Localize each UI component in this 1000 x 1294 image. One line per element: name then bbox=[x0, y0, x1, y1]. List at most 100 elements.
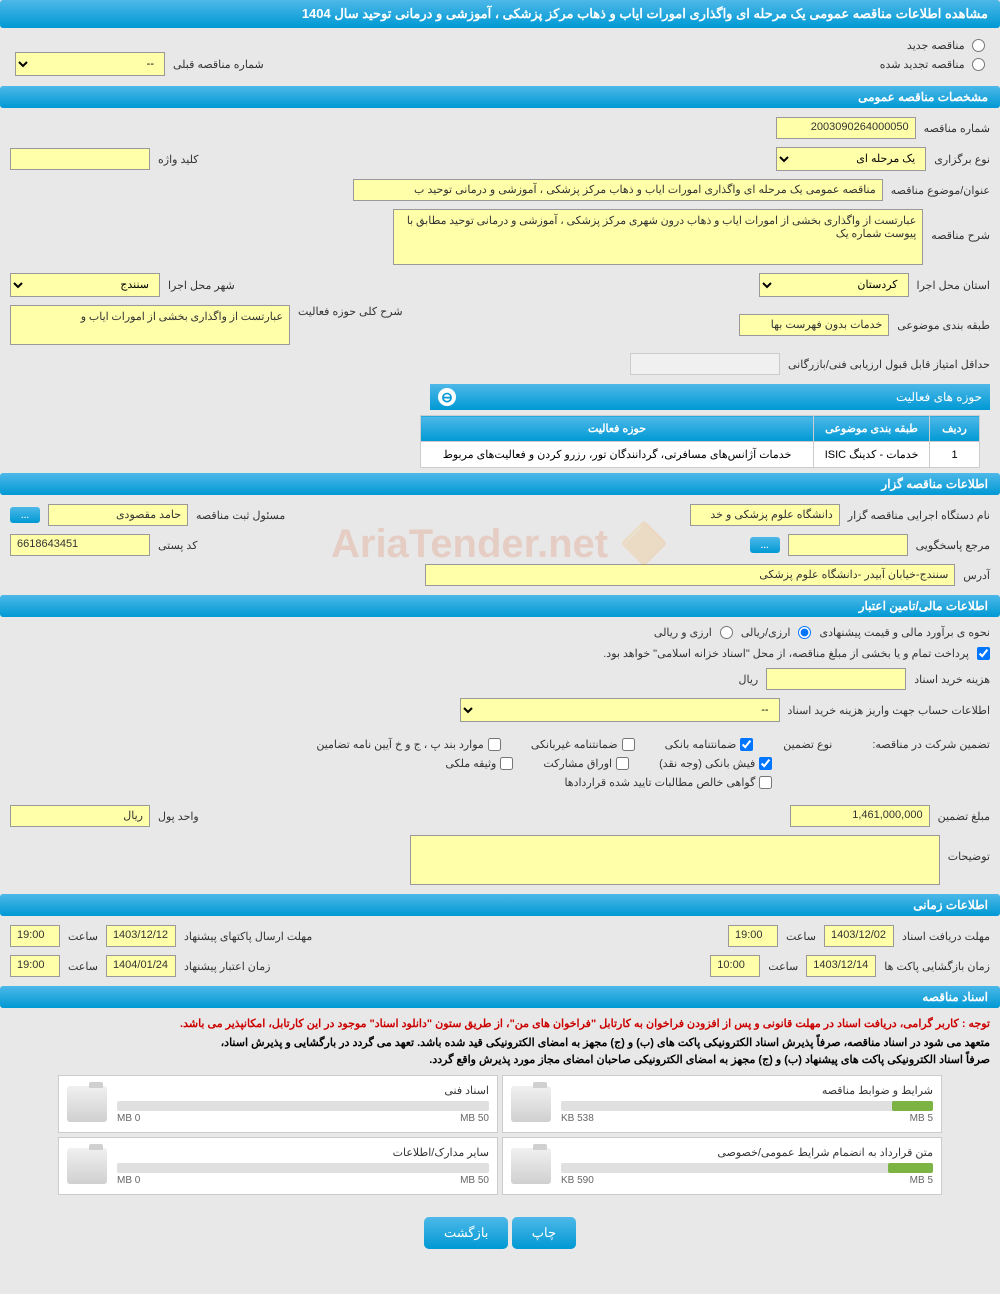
label-city: شهر محل اجرا bbox=[168, 279, 235, 292]
select-province[interactable]: کردستان bbox=[759, 273, 909, 297]
file-title: اسناد فنی bbox=[117, 1084, 489, 1097]
label-doc-receive-time: ساعت bbox=[786, 930, 816, 943]
label-min-score: حداقل امتیاز قابل قبول ارزیابی فنی/بازرگ… bbox=[788, 358, 990, 371]
cb-securities[interactable] bbox=[616, 757, 629, 770]
label-type: نوع برگزاری bbox=[934, 153, 990, 166]
activity-table: ردیف طبقه بندی موضوعی حوزه فعالیت 1 خدما… bbox=[420, 415, 980, 468]
file-title: شرایط و ضوابط مناقصه bbox=[561, 1084, 933, 1097]
section-general-specs: مشخصات مناقصه عمومی bbox=[0, 86, 1000, 108]
col-scope: حوزه فعالیت bbox=[421, 416, 814, 442]
folder-icon bbox=[67, 1086, 107, 1122]
label-doc-cost-unit: ریال bbox=[738, 673, 758, 686]
label-foreign: ارزی و ریالی bbox=[654, 626, 712, 639]
label-keyword: کلید واژه bbox=[158, 153, 198, 166]
label-guarantee-type: نوع تضمین bbox=[783, 738, 832, 751]
label-proposal-validity: زمان اعتبار پیشنهاد bbox=[184, 960, 271, 973]
notice-black1: متعهد می شود در اسناد مناقصه، صرفاً پذیر… bbox=[0, 1034, 1000, 1051]
label-proposal-send-time: ساعت bbox=[68, 930, 98, 943]
radio-rial[interactable] bbox=[798, 626, 811, 639]
label-prev-number: شماره مناقصه قبلی bbox=[173, 58, 264, 71]
label-responder: مرجع پاسخگویی bbox=[916, 539, 990, 552]
collapse-icon[interactable]: ⊖ bbox=[438, 388, 456, 406]
back-button[interactable]: بازگشت bbox=[424, 1217, 508, 1249]
activity-table-title: حوزه های فعالیت bbox=[896, 390, 982, 404]
label-estimate: نحوه ی برآورد مالی و قیمت پیشنهادی bbox=[819, 626, 990, 639]
progress-fill bbox=[892, 1101, 933, 1111]
label-envelope-open-time: ساعت bbox=[768, 960, 798, 973]
tender-type-renewed-row: مناقصه تجدید شده bbox=[880, 57, 985, 71]
cb-property[interactable] bbox=[500, 757, 513, 770]
checkbox-payment-note[interactable] bbox=[977, 647, 990, 660]
textarea-description[interactable] bbox=[393, 209, 923, 265]
file-title: متن قرارداد به انضمام شرایط عمومی/خصوصی bbox=[561, 1146, 933, 1159]
cb-cert[interactable] bbox=[759, 776, 772, 789]
label-category: طبقه بندی موضوعی bbox=[897, 319, 990, 332]
section-financial: اطلاعات مالی/تامین اعتبار bbox=[0, 595, 1000, 617]
field-envelope-open-time: 10:00 bbox=[710, 955, 760, 977]
label-payment-note: پرداخت تمام و یا بخشی از مبلغ مناقصه، از… bbox=[603, 647, 969, 660]
col-row: ردیف bbox=[930, 416, 980, 442]
label-proposal-validity-time: ساعت bbox=[68, 960, 98, 973]
label-province: استان محل اجرا bbox=[917, 279, 990, 292]
field-tender-number: 2003090264000050 bbox=[776, 117, 916, 139]
field-doc-receive-date: 1403/12/02 bbox=[824, 925, 894, 947]
field-registrar: حامد مقصودی bbox=[48, 504, 188, 526]
label-account-info: اطلاعات حساب جهت واریز هزینه خرید اسناد bbox=[788, 704, 990, 717]
section-organizer: اطلاعات مناقصه گزار bbox=[0, 473, 1000, 495]
notice-black2: صرفاً اسناد الکترونیکی پاکت های پیشنهاد … bbox=[0, 1051, 1000, 1068]
file-box[interactable]: شرایط و ضوابط مناقصه 5 MB538 KB bbox=[502, 1075, 942, 1133]
label-postal: کد پستی bbox=[158, 539, 197, 552]
radio-renewed-tender[interactable] bbox=[972, 58, 985, 71]
file-box[interactable]: اسناد فنی 50 MB0 MB bbox=[58, 1075, 498, 1133]
textarea-activity-scope[interactable] bbox=[10, 305, 290, 345]
field-min-score bbox=[630, 353, 780, 375]
label-description: شرح مناقصه bbox=[931, 209, 990, 242]
select-prev-number[interactable]: -- bbox=[15, 52, 165, 76]
label-doc-receive: مهلت دریافت اسناد bbox=[902, 930, 990, 943]
registrar-more-button[interactable]: ... bbox=[10, 507, 40, 523]
textarea-notes[interactable] bbox=[410, 835, 940, 885]
field-guarantee-amount: 1,461,000,000 bbox=[790, 805, 930, 827]
label-doc-cost: هزینه خرید اسناد bbox=[914, 673, 990, 686]
field-proposal-validity-date: 1404/01/24 bbox=[106, 955, 176, 977]
page-title: مشاهده اطلاعات مناقصه عمومی یک مرحله ای … bbox=[0, 0, 1000, 28]
label-proposal-send: مهلت ارسال پاکتهای پیشنهاد bbox=[184, 930, 312, 943]
folder-icon bbox=[67, 1148, 107, 1184]
field-currency-unit: ریال bbox=[10, 805, 150, 827]
cb-fish[interactable] bbox=[759, 757, 772, 770]
field-doc-receive-time: 19:00 bbox=[728, 925, 778, 947]
label-guarantee-amount: مبلغ تضمین bbox=[938, 810, 990, 823]
col-category: طبقه بندی موضوعی bbox=[814, 416, 930, 442]
label-activity-scope: شرح کلی حوزه فعالیت bbox=[298, 305, 403, 318]
field-responder bbox=[788, 534, 908, 556]
select-type[interactable]: یک مرحله ای bbox=[776, 147, 926, 171]
field-subject: مناقصه عمومی یک مرحله ای واگذاری امورات … bbox=[353, 179, 883, 201]
table-row: 1 خدمات - کدینگ ISIC خدمات آژانس‌های مسا… bbox=[421, 442, 980, 468]
section-documents: اسناد مناقصه bbox=[0, 986, 1000, 1008]
field-envelope-open-date: 1403/12/14 bbox=[806, 955, 876, 977]
tender-type-new-row: مناقصه جدید bbox=[15, 38, 985, 52]
select-city[interactable]: سنندج bbox=[10, 273, 160, 297]
input-keyword[interactable] bbox=[10, 148, 150, 170]
cb-terms[interactable] bbox=[488, 738, 501, 751]
label-new-tender: مناقصه جدید bbox=[907, 40, 965, 52]
radio-new-tender[interactable] bbox=[972, 39, 985, 52]
select-account-info[interactable]: -- bbox=[460, 698, 780, 722]
label-envelope-open: زمان بازگشایی پاکت ها bbox=[884, 960, 990, 973]
field-proposal-send-time: 19:00 bbox=[10, 925, 60, 947]
cb-bank[interactable] bbox=[740, 738, 753, 751]
field-doc-cost bbox=[766, 668, 906, 690]
label-address: آدرس bbox=[963, 569, 990, 582]
field-proposal-validity-time: 19:00 bbox=[10, 955, 60, 977]
label-notes: توضیحات bbox=[948, 835, 990, 863]
responder-more-button[interactable]: ... bbox=[750, 537, 780, 553]
label-renewed-tender: مناقصه تجدید شده bbox=[880, 59, 965, 71]
field-postal: 6618643451 bbox=[10, 534, 150, 556]
label-agency: نام دستگاه اجرایی مناقصه گزار bbox=[848, 509, 990, 522]
file-box[interactable]: متن قرارداد به انضمام شرایط عمومی/خصوصی … bbox=[502, 1137, 942, 1195]
radio-foreign[interactable] bbox=[720, 626, 733, 639]
file-grid: شرایط و ضوابط مناقصه 5 MB538 KB اسناد فن… bbox=[0, 1068, 1000, 1202]
file-box[interactable]: سایر مدارک/اطلاعات 50 MB0 MB bbox=[58, 1137, 498, 1195]
cb-nonbank[interactable] bbox=[622, 738, 635, 751]
print-button[interactable]: چاپ bbox=[512, 1217, 576, 1249]
